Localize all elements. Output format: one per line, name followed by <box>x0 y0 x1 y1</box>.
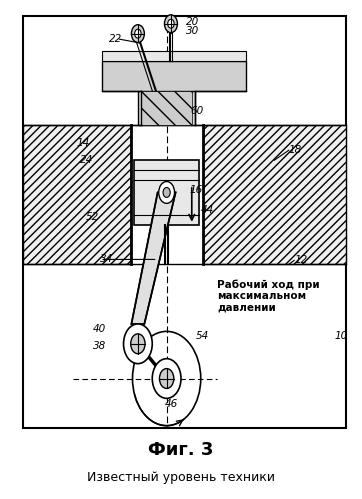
Text: 44: 44 <box>201 205 214 215</box>
Circle shape <box>163 188 170 198</box>
Text: 30: 30 <box>186 26 199 36</box>
Bar <box>203 125 346 264</box>
Circle shape <box>168 19 174 28</box>
Text: 34: 34 <box>100 254 113 264</box>
Text: 14: 14 <box>77 138 90 148</box>
Text: Рабочий ход при
максимальном
давлении: Рабочий ход при максимальном давлении <box>217 279 320 313</box>
Text: 46: 46 <box>165 399 178 409</box>
Text: Известный уровень техники: Известный уровень техники <box>87 471 275 484</box>
Text: 40: 40 <box>93 324 106 334</box>
Text: 38: 38 <box>93 341 106 351</box>
Text: 16: 16 <box>190 185 203 195</box>
Text: 12: 12 <box>294 255 307 265</box>
Text: Фиг. 3: Фиг. 3 <box>148 442 214 460</box>
Text: 24: 24 <box>80 155 94 165</box>
Circle shape <box>131 25 144 42</box>
Circle shape <box>164 15 177 32</box>
Text: 52: 52 <box>86 212 99 222</box>
Bar <box>102 51 246 61</box>
Circle shape <box>159 182 174 204</box>
Bar <box>138 81 195 125</box>
Bar <box>23 16 346 428</box>
Bar <box>131 125 203 264</box>
Text: 54: 54 <box>195 331 209 341</box>
Text: 10: 10 <box>335 331 348 341</box>
Text: 18: 18 <box>289 145 302 155</box>
Text: 60: 60 <box>190 106 203 116</box>
Bar <box>102 61 246 91</box>
Bar <box>142 91 192 125</box>
Circle shape <box>135 29 141 38</box>
Bar <box>23 125 131 264</box>
Polygon shape <box>131 193 176 324</box>
Circle shape <box>131 334 145 354</box>
Text: 22: 22 <box>109 33 122 43</box>
Bar <box>134 160 199 225</box>
Circle shape <box>159 369 174 388</box>
Circle shape <box>123 324 152 364</box>
Circle shape <box>152 359 181 398</box>
Text: 20: 20 <box>186 17 199 27</box>
